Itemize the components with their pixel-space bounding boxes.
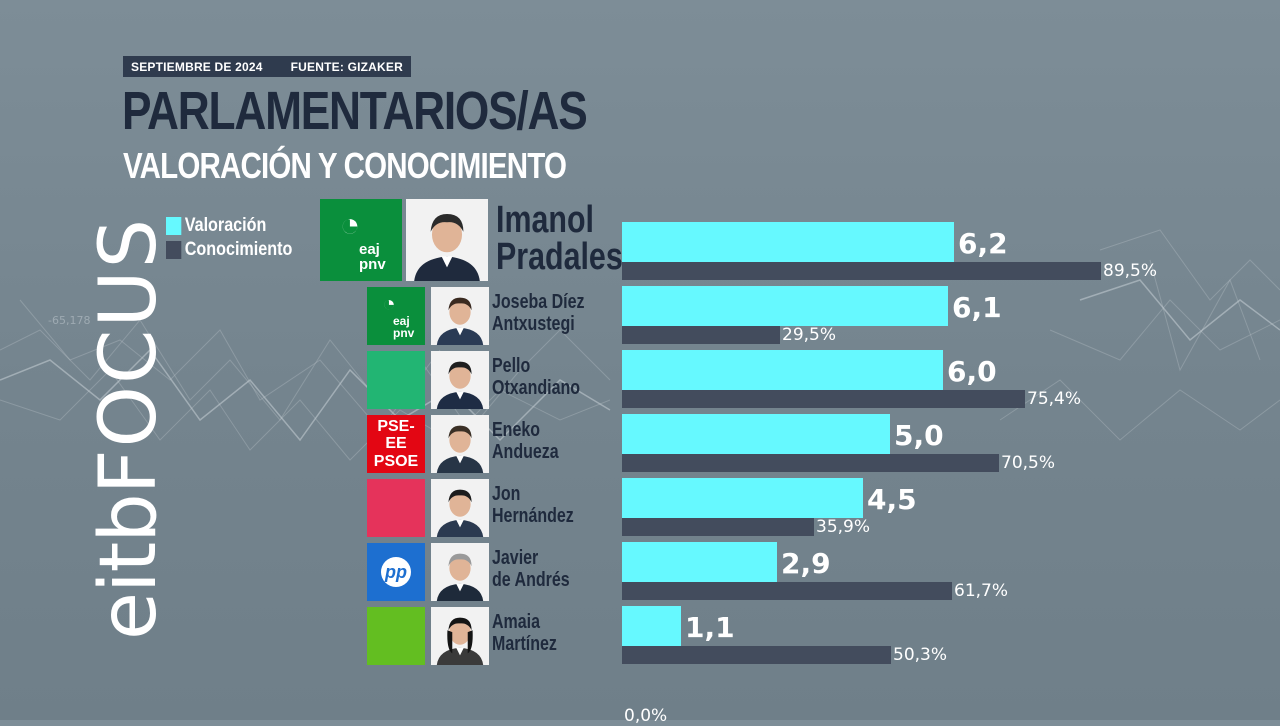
data-label-conocimiento: 75,4% <box>1027 389 1082 409</box>
data-label-valoracion: 4,5 <box>867 483 917 516</box>
bar-valoracion <box>622 222 954 262</box>
portrait-icon <box>431 479 489 537</box>
candidate-last-name: Martínez <box>492 632 557 655</box>
legend-item-valoracion: Valoración <box>166 214 292 238</box>
legend-swatch-valoracion <box>166 217 182 235</box>
candidate-photo <box>431 287 489 345</box>
party-logo-text: eaj pnv <box>359 241 386 273</box>
bar-valoracion <box>622 606 681 646</box>
party-logo-pse-ee-psoe: PSE-EE PSOE <box>367 415 425 473</box>
candidate-photo <box>431 543 489 601</box>
candidate-name: Joseba Díez Antxustegi <box>492 291 585 335</box>
bar-conocimiento <box>622 326 780 344</box>
data-label-conocimiento: 61,7% <box>954 581 1009 601</box>
bar-valoracion <box>622 286 948 326</box>
candidate-first-name: Pello <box>492 355 531 377</box>
candidate-photo <box>406 199 488 281</box>
candidate-photo <box>431 607 489 665</box>
party-logo-eaj-pnv: ◔ eaj pnv <box>367 287 425 345</box>
candidate-first-name: Joseba Díez <box>492 291 585 313</box>
data-label-valoracion: 6,2 <box>958 227 1008 260</box>
candidate-first-name: Amaia <box>492 611 541 633</box>
portrait-icon <box>431 543 489 601</box>
candidate-last-name: Hernández <box>492 504 574 527</box>
source-bar: SEPTIEMBRE DE 2024 FUENTE: GIZAKER <box>123 56 411 77</box>
portrait-icon <box>431 415 489 473</box>
background-ghost-number: -65,178 <box>48 314 90 327</box>
party-logo-vox <box>367 607 425 665</box>
party-logo-pp: pp <box>367 543 425 601</box>
legend-swatch-conocimiento <box>166 241 182 259</box>
data-label-conocimiento: 89,5% <box>1103 261 1158 281</box>
candidate-last-name: Antxustegi <box>492 312 575 335</box>
candidate-photo <box>431 351 489 409</box>
candidate-photo <box>431 415 489 473</box>
logo-focus: FOCUS <box>84 216 174 495</box>
portrait-icon <box>406 199 488 281</box>
pnv-mark-icon: ◔ <box>339 206 361 244</box>
data-label-conocimiento: 70,5% <box>1001 453 1056 473</box>
legend-item-conocimiento: Conocimiento <box>166 238 292 262</box>
bar-valoracion <box>622 478 863 518</box>
logo-eitb: eitb <box>84 494 174 640</box>
party-logo-text: PSE-EE PSOE <box>373 417 419 470</box>
party-logo-text: pp <box>381 557 411 587</box>
page-title: PARLAMENTARIOS/AS <box>122 81 588 141</box>
candidate-first-name: Eneko <box>492 419 541 441</box>
party-logo-eaj-pnv: ◔ eaj pnv <box>320 199 402 281</box>
axis-zero-label: 0,0% <box>624 706 668 726</box>
page-subtitle: VALORACIÓN Y CONOCIMIENTO <box>123 145 567 186</box>
portrait-icon <box>431 287 489 345</box>
data-label-valoracion: 5,0 <box>894 419 944 452</box>
data-label-valoracion: 1,1 <box>685 611 735 644</box>
candidate-name: Jon Hernández <box>492 483 574 527</box>
party-logo-ehbildu <box>367 351 425 409</box>
party-logo-sumar <box>367 479 425 537</box>
candidate-last-name: Pradales <box>496 236 623 279</box>
bar-conocimiento <box>622 518 814 536</box>
data-label-conocimiento: 35,9% <box>816 517 871 537</box>
candidate-name: Javier de Andrés <box>492 547 570 591</box>
survey-source: FUENTE: GIZAKER <box>290 59 403 74</box>
pnv-mark-icon: ◔ <box>382 291 396 316</box>
data-label-valoracion: 6,0 <box>947 355 997 388</box>
bar-valoracion <box>622 350 943 390</box>
candidate-last-name: de Andrés <box>492 568 570 591</box>
bar-valoracion <box>622 542 777 582</box>
legend-label-valoracion: Valoración <box>184 215 267 236</box>
survey-date: SEPTIEMBRE DE 2024 <box>131 59 263 74</box>
portrait-icon <box>431 351 489 409</box>
candidate-last-name: Otxandiano <box>492 376 581 399</box>
bar-conocimiento <box>622 646 891 664</box>
candidate-name: Pello Otxandiano <box>492 355 581 399</box>
data-label-conocimiento: 29,5% <box>782 325 837 345</box>
data-label-valoracion: 2,9 <box>781 547 831 580</box>
data-label-valoracion: 6,1 <box>952 291 1002 324</box>
candidate-first-name: Javier <box>492 547 539 569</box>
legend-label-conocimiento: Conocimiento <box>184 239 293 260</box>
bar-conocimiento <box>622 390 1025 408</box>
candidate-photo <box>431 479 489 537</box>
legend: Valoración Conocimiento <box>166 214 315 262</box>
bar-conocimiento <box>622 582 952 600</box>
data-label-conocimiento: 50,3% <box>893 645 948 665</box>
eitb-focus-logo: eitbFOCUS <box>20 200 174 680</box>
bar-conocimiento <box>622 454 999 472</box>
party-logo-text: eaj pnv <box>393 314 415 340</box>
candidate-name: Imanol Pradales <box>496 199 623 279</box>
candidate-last-name: Andueza <box>492 440 559 463</box>
candidate-first-name: Imanol <box>496 199 594 241</box>
bar-conocimiento <box>622 262 1101 280</box>
portrait-icon <box>431 607 489 665</box>
bar-valoracion <box>622 414 890 454</box>
candidate-name: Eneko Andueza <box>492 419 559 463</box>
candidate-first-name: Jon <box>492 483 521 505</box>
candidate-name: Amaia Martínez <box>492 611 557 655</box>
